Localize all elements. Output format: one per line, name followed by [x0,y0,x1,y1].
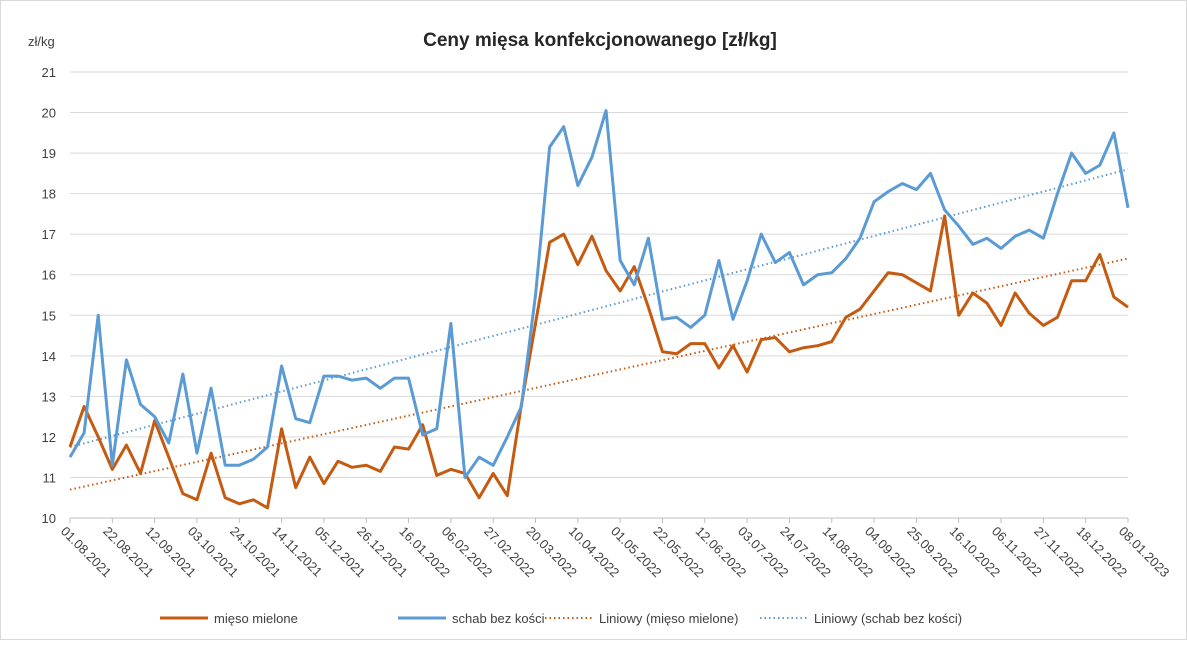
y-tick-label: 17 [42,227,56,242]
series-line [68,109,1130,479]
y-tick-label: 21 [42,65,56,80]
series-line [68,214,1129,510]
y-tick-label: 10 [42,511,56,526]
y-tick-label: 13 [42,389,56,404]
chart-title: Ceny mięsa konfekcjonowanego [zł/kg] [423,30,777,51]
y-tick-label: 20 [42,106,56,121]
y-tick-label: 14 [42,349,56,364]
y-tick-label: 18 [42,187,56,202]
y-tick-label: 11 [43,470,57,485]
y-axis-label: zł/kg [28,34,55,49]
legend-label: schab bez kości [452,611,545,626]
y-tick-label: 19 [42,146,56,161]
legend-label: Liniowy (mięso mielone) [599,611,738,626]
y-tick-label: 12 [42,430,56,445]
legend-label: mięso mielone [214,611,298,626]
legend-label: Liniowy (schab bez kości) [814,611,962,626]
y-tick-label: 15 [42,308,56,323]
y-tick-label: 16 [42,268,56,283]
trend-line [69,257,1129,491]
